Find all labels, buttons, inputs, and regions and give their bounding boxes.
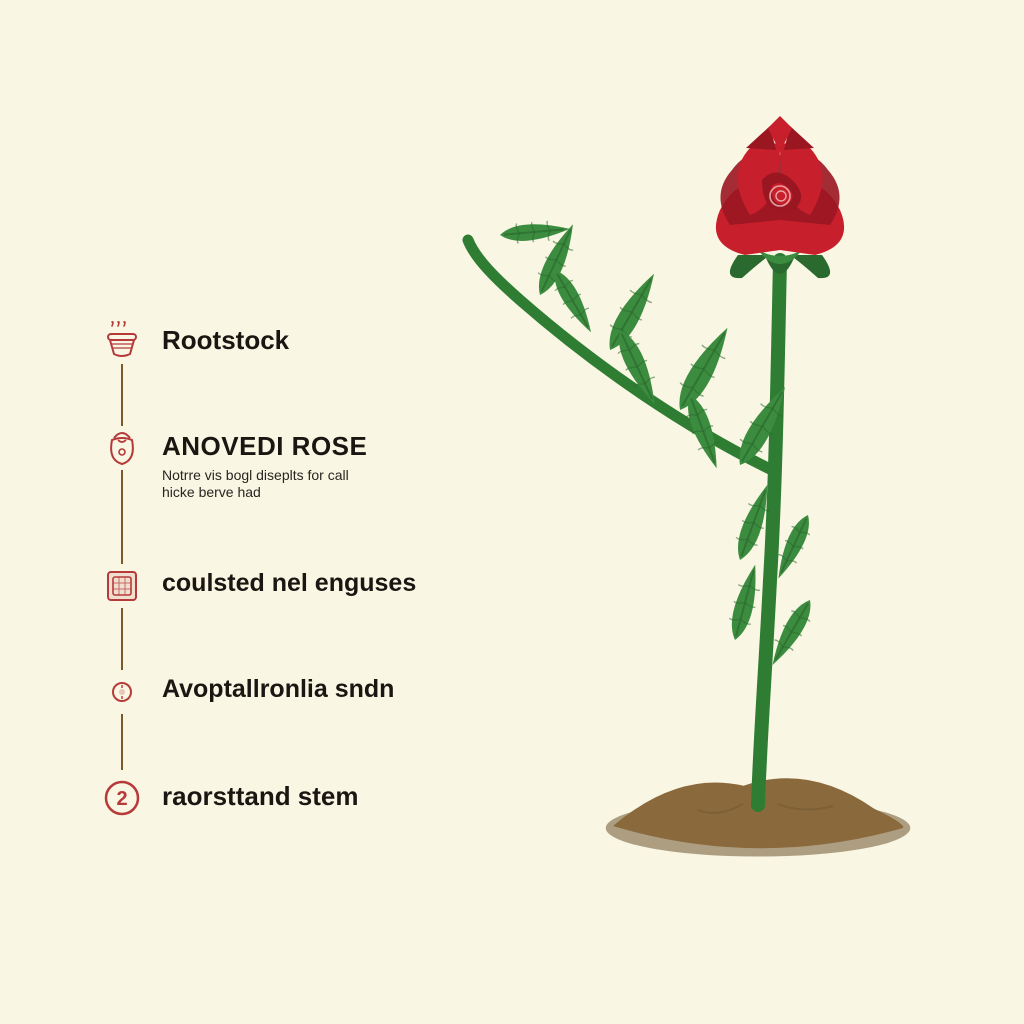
legend-item-raorsttand: 2 raorsttand stem xyxy=(100,776,450,820)
legend-item-title: coulsted nel enguses xyxy=(162,570,416,598)
circle-2-icon: 2 xyxy=(100,776,144,820)
bag-icon xyxy=(100,426,144,470)
branch-stem xyxy=(468,240,772,470)
legend-item-avoptall: Avoptallronlia sndn xyxy=(100,670,450,714)
legend-item-subtitle: Notrre vis bogl diseplts for call hicke … xyxy=(162,467,382,502)
svg-text:2: 2 xyxy=(116,788,127,810)
square-pattern-icon xyxy=(100,564,144,608)
legend-item-title: ANOVEDI ROSE xyxy=(162,432,382,461)
small-circle-icon xyxy=(100,670,144,714)
legend-text: ANOVEDI ROSE Notrre vis bogl diseplts for… xyxy=(162,426,382,502)
legend: Rootstock ANOVEDI ROSE Notrre vis bogl dis… xyxy=(100,320,450,820)
legend-item-anovedi-rose: ANOVEDI ROSE Notrre vis bogl diseplts for… xyxy=(100,426,450,502)
legend-item-title: Avoptallronlia sndn xyxy=(162,676,394,704)
legend-item-title: raorsttand stem xyxy=(162,782,359,811)
legend-item-title: Rootstock xyxy=(162,326,289,355)
legend-text: coulsted nel enguses xyxy=(162,564,416,598)
legend-item-coulsted: coulsted nel enguses xyxy=(100,564,450,608)
pot-steam-icon xyxy=(100,320,144,364)
infographic-stage: Rootstock ANOVEDI ROSE Notrre vis bogl dis… xyxy=(0,0,1024,1024)
legend-item-rootstock: Rootstock xyxy=(100,320,450,364)
main-stem xyxy=(758,260,780,805)
legend-text: Avoptallronlia sndn xyxy=(162,670,394,704)
legend-text: Rootstock xyxy=(162,320,289,355)
legend-text: raorsttand stem xyxy=(162,776,359,811)
